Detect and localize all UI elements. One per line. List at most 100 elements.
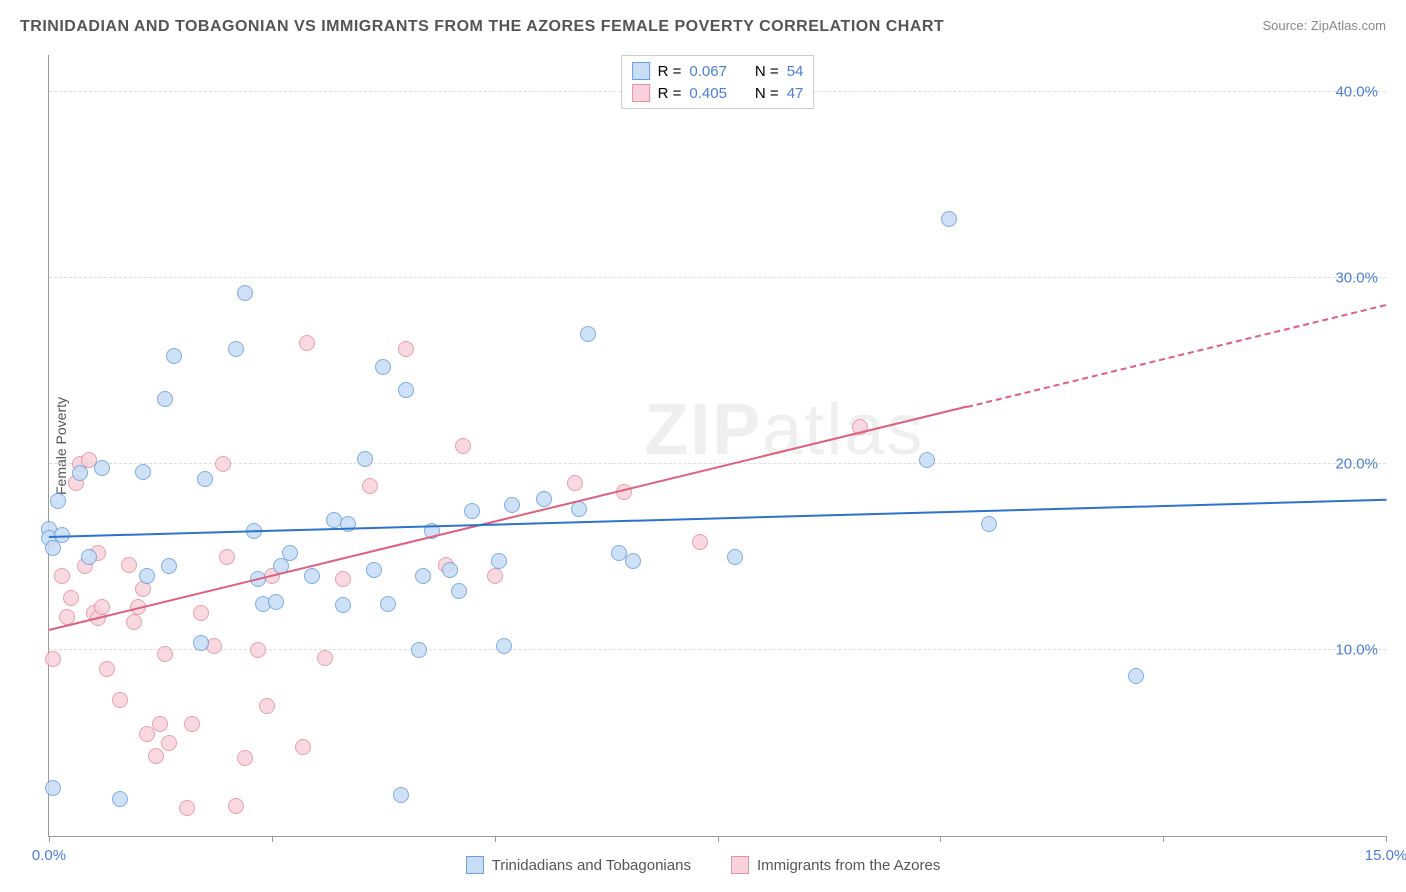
chart-title: TRINIDADIAN AND TOBAGONIAN VS IMMIGRANTS… (20, 18, 944, 36)
x-tick (272, 836, 273, 842)
data-point-azores (299, 335, 315, 351)
data-point-trinidad (580, 326, 596, 342)
data-point-azores (455, 438, 471, 454)
data-point-trinidad (375, 359, 391, 375)
data-point-trinidad (366, 562, 382, 578)
data-point-azores (259, 698, 275, 714)
data-point-trinidad (72, 465, 88, 481)
data-point-trinidad (228, 341, 244, 357)
data-point-azores (99, 661, 115, 677)
x-tick (495, 836, 496, 842)
y-tick-label: 40.0% (1335, 84, 1378, 101)
source-attribution: Source: ZipAtlas.com (1262, 18, 1386, 33)
data-point-trinidad (135, 464, 151, 480)
watermark: ZIPatlas (644, 389, 924, 471)
data-point-trinidad (464, 503, 480, 519)
legend-label: Trinidadians and Tobagonians (492, 857, 691, 874)
data-point-azores (126, 614, 142, 630)
data-point-trinidad (357, 451, 373, 467)
data-point-trinidad (112, 791, 128, 807)
data-point-trinidad (504, 497, 520, 513)
x-tick (718, 836, 719, 842)
data-point-azores (94, 599, 110, 615)
data-point-trinidad (442, 562, 458, 578)
data-point-azores (179, 800, 195, 816)
data-point-azores (112, 692, 128, 708)
data-point-trinidad (50, 493, 66, 509)
swatch-azores (731, 856, 749, 874)
series-legend: Trinidadians and Tobagonians Immigrants … (0, 856, 1406, 874)
swatch-azores (632, 84, 650, 102)
legend-label: Immigrants from the Azores (757, 857, 940, 874)
data-point-trinidad (727, 549, 743, 565)
data-point-azores (362, 478, 378, 494)
data-point-trinidad (282, 545, 298, 561)
x-tick (940, 836, 941, 842)
data-point-azores (219, 549, 235, 565)
data-point-azores (567, 475, 583, 491)
data-point-trinidad (415, 568, 431, 584)
trend-line-azores (49, 406, 968, 631)
data-point-azores (237, 750, 253, 766)
y-tick-label: 20.0% (1335, 456, 1378, 473)
data-point-trinidad (81, 549, 97, 565)
data-point-azores (228, 798, 244, 814)
data-point-trinidad (197, 471, 213, 487)
data-point-trinidad (393, 787, 409, 803)
y-tick-label: 10.0% (1335, 642, 1378, 659)
data-point-trinidad (157, 391, 173, 407)
data-point-trinidad (398, 382, 414, 398)
data-point-trinidad (380, 596, 396, 612)
swatch-trinidad (632, 62, 650, 80)
data-point-azores (335, 571, 351, 587)
data-point-trinidad (1128, 668, 1144, 684)
data-point-azores (63, 590, 79, 606)
swatch-trinidad (466, 856, 484, 874)
data-point-trinidad (45, 780, 61, 796)
data-point-azores (157, 646, 173, 662)
data-point-trinidad (411, 642, 427, 658)
data-point-trinidad (981, 516, 997, 532)
gridline (49, 463, 1386, 464)
data-point-trinidad (491, 553, 507, 569)
data-point-trinidad (625, 553, 641, 569)
correlation-legend: R = 0.067 N = 54 R = 0.405 N = 47 (621, 55, 815, 109)
scatter-chart: ZIPatlas R = 0.067 N = 54 R = 0.405 N = … (48, 55, 1386, 837)
data-point-trinidad (193, 635, 209, 651)
data-point-trinidad (94, 460, 110, 476)
legend-row-trinidad: R = 0.067 N = 54 (632, 60, 804, 82)
data-point-trinidad (237, 285, 253, 301)
data-point-azores (45, 651, 61, 667)
data-point-azores (487, 568, 503, 584)
data-point-trinidad (451, 583, 467, 599)
data-point-trinidad (166, 348, 182, 364)
x-tick (49, 836, 50, 842)
data-point-azores (54, 568, 70, 584)
x-tick (1163, 836, 1164, 842)
x-tick (1386, 836, 1387, 842)
gridline (49, 277, 1386, 278)
data-point-azores (692, 534, 708, 550)
y-tick-label: 30.0% (1335, 270, 1378, 287)
data-point-azores (317, 650, 333, 666)
data-point-trinidad (161, 558, 177, 574)
data-point-azores (193, 605, 209, 621)
data-point-trinidad (536, 491, 552, 507)
data-point-trinidad (919, 452, 935, 468)
data-point-azores (398, 341, 414, 357)
data-point-azores (295, 739, 311, 755)
data-point-trinidad (139, 568, 155, 584)
data-point-azores (184, 716, 200, 732)
data-point-trinidad (335, 597, 351, 613)
data-point-trinidad (304, 568, 320, 584)
legend-item-trinidad: Trinidadians and Tobagonians (466, 856, 691, 874)
legend-row-azores: R = 0.405 N = 47 (632, 82, 804, 104)
data-point-azores (250, 642, 266, 658)
data-point-azores (152, 716, 168, 732)
trend-line-dash-azores (967, 304, 1386, 408)
data-point-trinidad (496, 638, 512, 654)
data-point-azores (121, 557, 137, 573)
legend-item-azores: Immigrants from the Azores (731, 856, 940, 874)
data-point-azores (148, 748, 164, 764)
data-point-trinidad (268, 594, 284, 610)
